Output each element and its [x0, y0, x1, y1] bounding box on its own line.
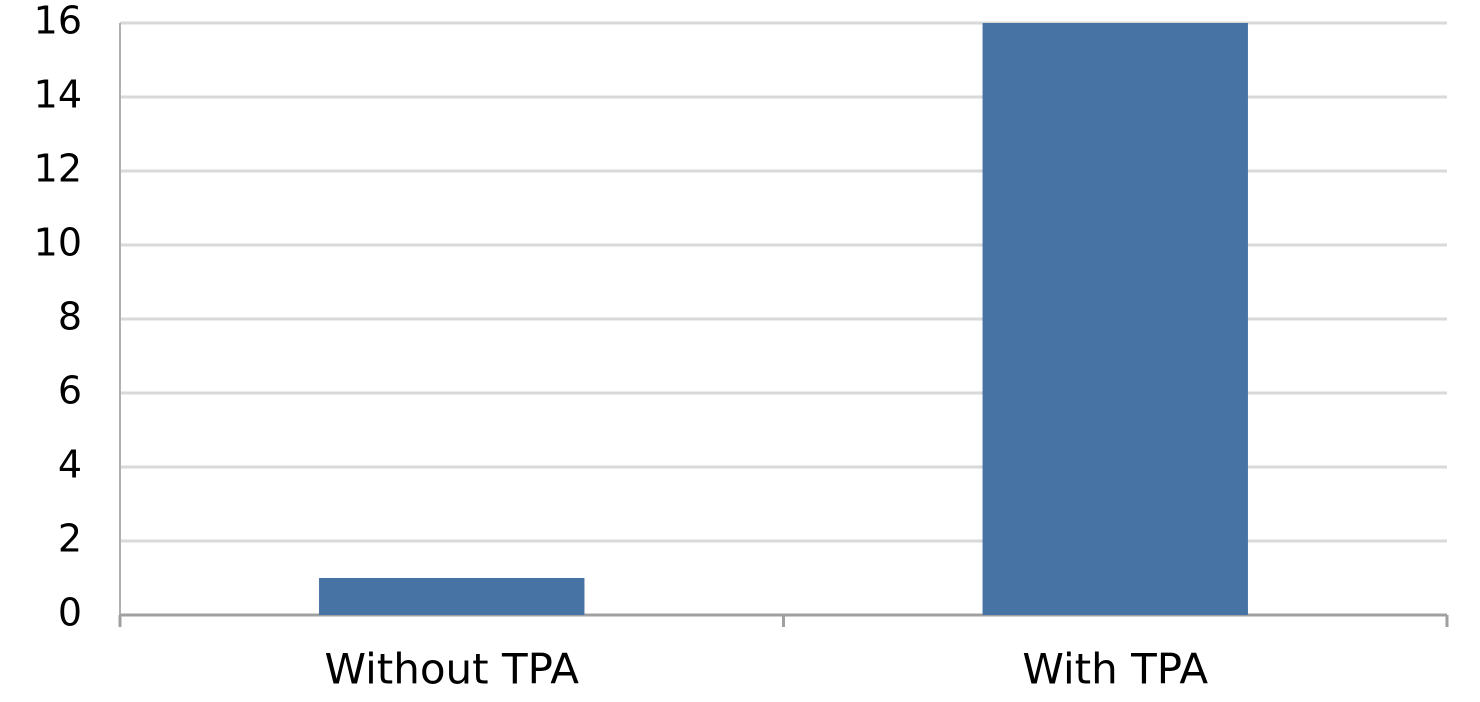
x-tick-label: With TPA: [1022, 645, 1208, 694]
y-tick-label: 0: [58, 591, 82, 635]
x-tick-label: Without TPA: [324, 645, 579, 694]
y-tick-label: 2: [58, 517, 82, 561]
y-tick-label: 16: [34, 0, 82, 43]
bar: [982, 23, 1248, 615]
bar: [319, 578, 585, 615]
y-tick-label: 6: [58, 369, 82, 413]
y-tick-label: 10: [34, 221, 82, 265]
y-tick-label: 14: [34, 73, 82, 117]
y-tick-label: 4: [58, 443, 82, 487]
y-tick-label: 12: [34, 147, 82, 191]
y-tick-label: 8: [58, 295, 82, 339]
